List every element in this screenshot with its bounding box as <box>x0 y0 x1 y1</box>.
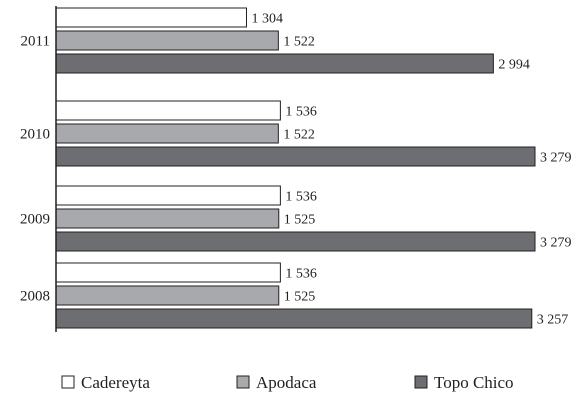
value-label-topo-chico-2010: 3 279 <box>540 151 572 166</box>
legend-label-topo-chico: Topo Chico <box>434 373 514 392</box>
value-label-topo-chico-2009: 3 279 <box>540 236 572 251</box>
legend-swatch-topo-chico <box>414 375 428 389</box>
category-label-2009: 2009 <box>20 212 50 228</box>
category-label-2008: 2008 <box>20 289 50 305</box>
bar-cadereyta-2010 <box>55 100 281 121</box>
bar-cadereyta-2008 <box>55 262 281 283</box>
value-label-cadereyta-2009: 1 536 <box>285 190 317 205</box>
bar-apodaca-2010 <box>55 123 279 144</box>
legend-label-cadereyta: Cadereyta <box>81 373 150 392</box>
legend-swatch-apodaca <box>236 375 250 389</box>
bar-topo-chico-2010 <box>55 146 536 167</box>
bar-cadereyta-2011 <box>55 7 247 28</box>
bar-apodaca-2008 <box>55 285 280 306</box>
bar-topo-chico-2008 <box>55 308 533 329</box>
value-label-cadereyta-2008: 1 536 <box>285 267 317 282</box>
legend-swatch-cadereyta <box>61 375 75 389</box>
bar-topo-chico-2009 <box>55 231 536 252</box>
bar-apodaca-2011 <box>55 30 279 51</box>
category-labels-layer: 2011 2010 2009 2008 <box>20 34 50 305</box>
value-label-cadereyta-2010: 1 536 <box>285 105 317 120</box>
legend-label-apodaca: Apodaca <box>256 373 317 392</box>
value-label-apodaca-2009: 1 525 <box>284 213 316 228</box>
value-label-apodaca-2010: 1 522 <box>283 128 315 143</box>
value-label-apodaca-2008: 1 525 <box>284 290 316 305</box>
value-label-topo-chico-2008: 3 257 <box>537 313 569 328</box>
category-label-2011: 2011 <box>21 34 50 50</box>
value-label-topo-chico-2011: 2 994 <box>498 58 530 73</box>
value-label-apodaca-2011: 1 522 <box>283 35 315 50</box>
bar-apodaca-2009 <box>55 208 280 229</box>
bar-topo-chico-2011 <box>55 53 494 74</box>
bar-cadereyta-2009 <box>55 185 281 206</box>
category-label-2010: 2010 <box>20 127 50 143</box>
legend: Cadereyta Apodaca Topo Chico <box>61 373 514 392</box>
value-label-cadereyta-2011: 1 304 <box>251 12 283 27</box>
